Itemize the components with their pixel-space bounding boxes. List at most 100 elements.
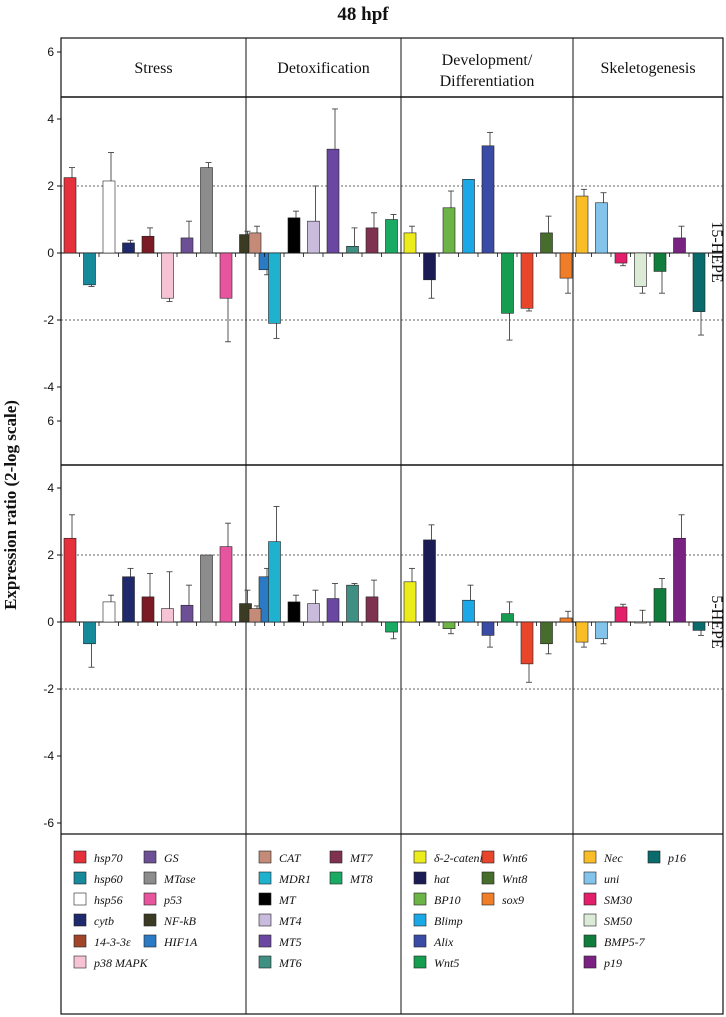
bar xyxy=(122,576,135,623)
bar xyxy=(481,621,495,636)
y-tick-label: 6 xyxy=(47,45,54,59)
legend-label: hsp56 xyxy=(94,893,123,907)
group-header-line: Differentiation xyxy=(440,73,535,90)
y-tick-label: 6 xyxy=(47,414,54,428)
bar xyxy=(248,608,262,623)
bar xyxy=(595,621,608,640)
legend-label: 14-3-3ε xyxy=(94,935,131,949)
figure-title: 48 hpf xyxy=(337,4,389,25)
bar xyxy=(540,232,553,254)
bar xyxy=(501,613,514,623)
bar xyxy=(326,598,340,623)
legend-label: p19 xyxy=(603,956,622,970)
legend-label: Wnt5 xyxy=(434,956,459,970)
legend-swatch xyxy=(143,934,157,948)
group-header: Detoxification xyxy=(277,60,369,77)
group-header: Stress xyxy=(134,60,172,77)
bar xyxy=(385,621,398,633)
bar xyxy=(595,202,608,254)
bar xyxy=(423,252,436,281)
y-tick-label: -4 xyxy=(43,380,54,394)
legend-swatch xyxy=(143,892,157,906)
bar xyxy=(673,237,686,254)
bar xyxy=(653,588,667,623)
bar xyxy=(462,179,475,254)
bar xyxy=(346,584,359,623)
legend-swatch xyxy=(329,850,343,864)
y-tick-label: -4 xyxy=(43,749,54,763)
bar xyxy=(63,177,77,254)
legend-swatch xyxy=(143,850,157,864)
legend-swatch xyxy=(73,955,87,969)
legend-label: MT5 xyxy=(278,935,302,949)
legend: hsp70 hsp60 hsp56 cytb 14-3-3ε p38 MAPK GS MTas… xyxy=(73,850,686,970)
bar xyxy=(268,541,281,623)
outer-border xyxy=(60,37,724,1015)
bar xyxy=(180,237,194,254)
legend-swatch xyxy=(583,934,597,948)
y-tick-label: 2 xyxy=(47,179,54,193)
bar xyxy=(83,621,96,645)
bar xyxy=(575,195,589,254)
bar xyxy=(287,601,301,623)
legend-label: MTase xyxy=(163,872,196,886)
legend-swatch xyxy=(73,892,87,906)
panel-label: 15-HEPE xyxy=(708,221,725,282)
y-tick-label: 0 xyxy=(47,615,54,629)
bar xyxy=(692,621,706,631)
bar xyxy=(634,252,647,287)
bar xyxy=(403,581,417,623)
legend-swatch xyxy=(258,934,272,948)
y-tick-label: -6 xyxy=(43,816,54,830)
legend-label: Wnt8 xyxy=(502,872,527,886)
bar xyxy=(307,603,320,623)
bar xyxy=(307,220,320,254)
legend-swatch xyxy=(143,871,157,885)
legend-swatch xyxy=(258,892,272,906)
legend-swatch xyxy=(413,871,427,885)
bar xyxy=(161,252,174,299)
legend-swatch xyxy=(73,913,87,927)
legend-label: HIF1A xyxy=(163,935,198,949)
legend-label: hsp60 xyxy=(94,872,123,886)
y-tick-label: 0 xyxy=(47,246,54,260)
bar xyxy=(520,252,534,309)
bar xyxy=(481,145,495,254)
legend-label: GS xyxy=(164,851,179,865)
legend-swatch xyxy=(258,871,272,885)
legend-label: MDR1 xyxy=(278,872,311,886)
legend-swatch xyxy=(329,871,343,885)
bar xyxy=(442,207,456,254)
legend-swatch xyxy=(583,955,597,969)
legend-swatch xyxy=(647,850,661,864)
legend-label: uni xyxy=(604,872,619,886)
legend-swatch xyxy=(413,913,427,927)
group-headers: Stress Detoxification Development/Differen… xyxy=(134,52,695,90)
bar xyxy=(634,621,647,624)
bar xyxy=(326,148,340,254)
bar xyxy=(287,217,301,254)
legend-label: Alix xyxy=(433,935,454,949)
legend-label: Blimp xyxy=(434,914,463,928)
bar xyxy=(462,599,475,623)
bar xyxy=(122,242,135,254)
legend-swatch xyxy=(583,871,597,885)
legend-label: p16 xyxy=(667,851,686,865)
legend-swatch xyxy=(258,955,272,969)
bar xyxy=(219,546,233,623)
bar xyxy=(614,252,628,264)
y-tick-label: 4 xyxy=(47,481,54,495)
bar xyxy=(673,537,686,623)
bar xyxy=(102,180,116,254)
legend-label: hsp70 xyxy=(94,851,123,865)
bar xyxy=(559,617,573,623)
legend-label: MT8 xyxy=(349,872,373,886)
group-header: Skeletogenesis xyxy=(600,60,695,77)
bar xyxy=(161,608,174,623)
legend-swatch xyxy=(413,955,427,969)
bar xyxy=(200,167,213,254)
bar xyxy=(268,252,281,324)
legend-label: SM30 xyxy=(604,893,632,907)
bar xyxy=(385,219,398,254)
